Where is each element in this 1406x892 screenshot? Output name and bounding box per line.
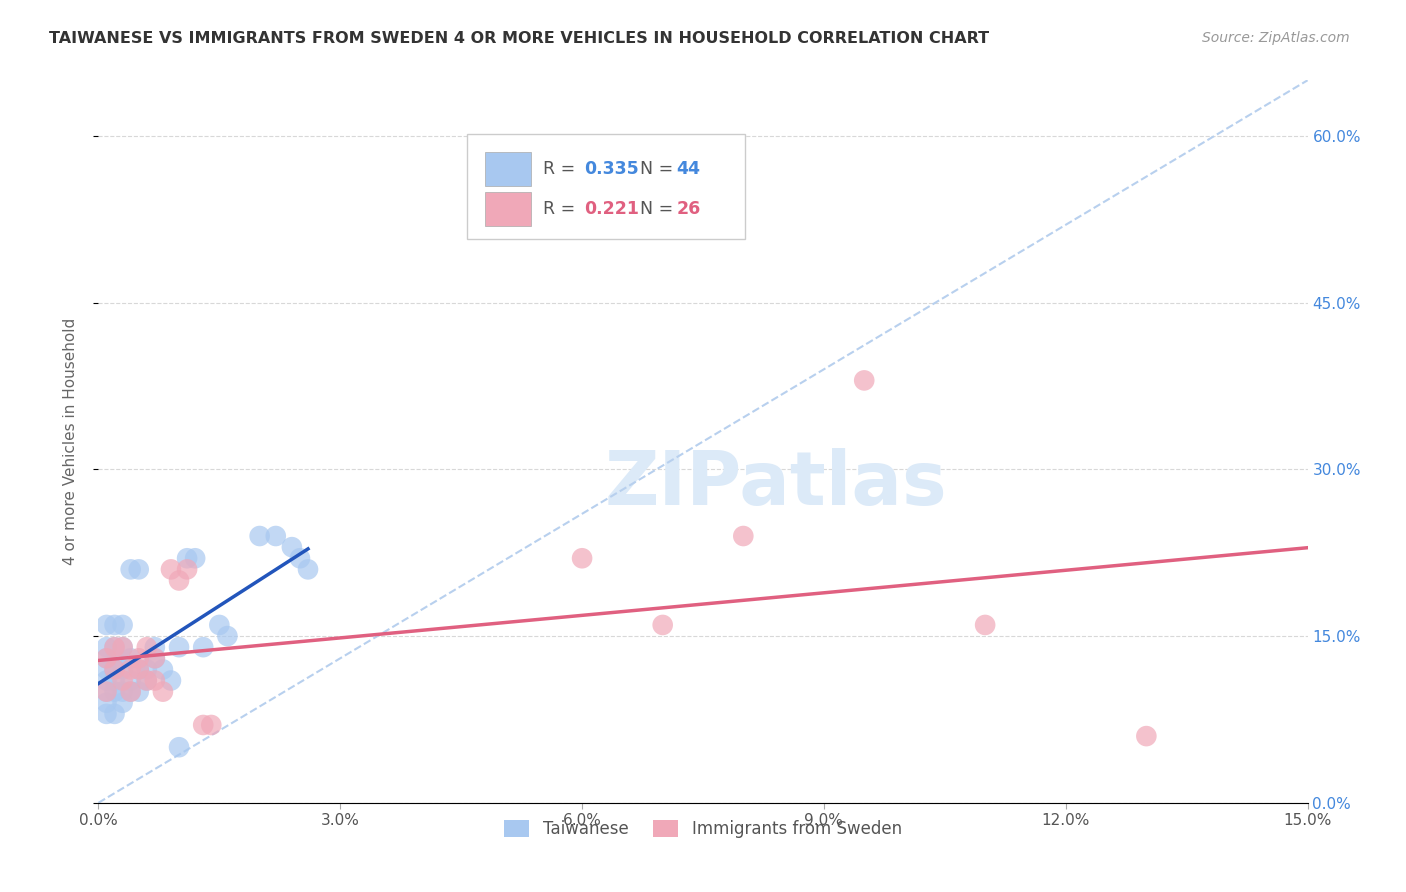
Point (264, 529, 287, 543)
Point (135, 662, 157, 676)
Point (111, 662, 134, 676)
Point (135, 673, 157, 688)
Point (96, 684, 118, 698)
Point (167, 640, 190, 655)
Point (135, 673, 157, 688)
Point (143, 651, 166, 665)
Point (297, 562, 319, 576)
Point (96, 651, 118, 665)
Point (651, 618, 673, 632)
Point (120, 662, 142, 676)
FancyBboxPatch shape (467, 135, 745, 239)
Point (200, 718, 222, 732)
Point (111, 684, 134, 698)
Text: N =: N = (640, 200, 679, 218)
Text: 26: 26 (676, 200, 700, 218)
Point (103, 673, 125, 688)
Text: TAIWANESE VS IMMIGRANTS FROM SWEDEN 4 OR MORE VEHICLES IN HOUSEHOLD CORRELATION : TAIWANESE VS IMMIGRANTS FROM SWEDEN 4 OR… (49, 31, 990, 46)
Point (128, 684, 150, 698)
Point (103, 706, 125, 721)
Text: 0.335: 0.335 (585, 161, 640, 178)
Point (733, 529, 755, 543)
Point (103, 618, 125, 632)
Y-axis label: 4 or more Vehicles in Household: 4 or more Vehicles in Household (63, 318, 77, 566)
Point (288, 551, 311, 566)
Point (176, 551, 198, 566)
Text: 0.221: 0.221 (585, 200, 640, 218)
Point (974, 618, 997, 632)
Point (103, 662, 125, 676)
Point (103, 684, 125, 698)
Point (128, 562, 150, 576)
Text: N =: N = (640, 161, 679, 178)
Point (120, 562, 142, 576)
Point (111, 673, 134, 688)
Point (152, 662, 174, 676)
Point (128, 662, 150, 676)
Point (96, 651, 118, 665)
Point (193, 640, 215, 655)
Text: R =: R = (543, 161, 581, 178)
Point (853, 373, 876, 387)
Point (96, 706, 118, 721)
Point (120, 651, 142, 665)
Point (96, 640, 118, 655)
Point (120, 673, 142, 688)
Point (96, 662, 118, 676)
Point (184, 551, 207, 566)
Point (249, 529, 271, 543)
Point (176, 562, 198, 576)
Point (571, 551, 593, 566)
Point (217, 629, 239, 643)
Point (96, 673, 118, 688)
Point (96, 618, 118, 632)
Point (103, 640, 125, 655)
Point (96, 696, 118, 710)
Point (193, 718, 215, 732)
Point (160, 673, 183, 688)
Legend: Taiwanese, Immigrants from Sweden: Taiwanese, Immigrants from Sweden (498, 814, 908, 845)
Text: R =: R = (543, 200, 581, 218)
Text: ZIPatlas: ZIPatlas (605, 449, 946, 522)
FancyBboxPatch shape (485, 192, 531, 227)
Point (135, 640, 157, 655)
Point (167, 574, 190, 588)
Point (281, 540, 304, 554)
Point (160, 562, 183, 576)
Point (1135, 729, 1157, 743)
Point (103, 640, 125, 655)
Point (103, 662, 125, 676)
Point (143, 640, 166, 655)
Point (128, 662, 150, 676)
Text: Source: ZipAtlas.com: Source: ZipAtlas.com (1202, 31, 1350, 45)
Point (128, 651, 150, 665)
Point (111, 618, 134, 632)
Text: 44: 44 (676, 161, 700, 178)
Point (208, 618, 231, 632)
Point (152, 684, 174, 698)
Point (96, 684, 118, 698)
Point (111, 696, 134, 710)
Point (120, 684, 142, 698)
Point (111, 640, 134, 655)
Point (143, 673, 166, 688)
Point (167, 740, 190, 755)
FancyBboxPatch shape (485, 152, 531, 186)
Point (111, 640, 134, 655)
Point (143, 651, 166, 665)
Point (120, 684, 142, 698)
